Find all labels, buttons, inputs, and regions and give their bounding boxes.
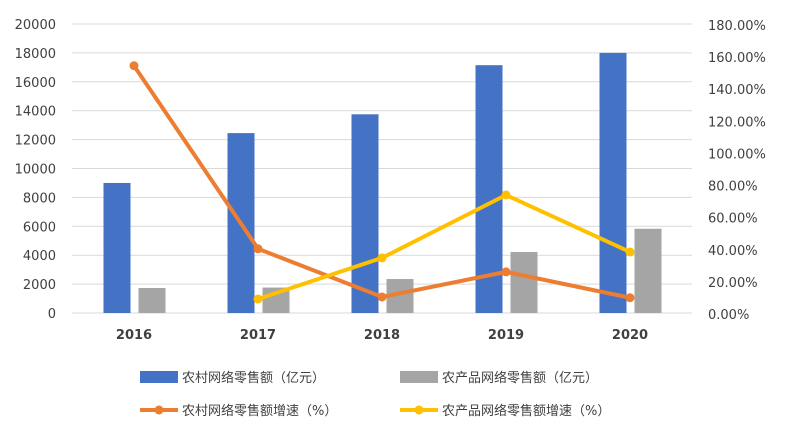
legend-label: 农产品网络零售额增速（%） [442,403,610,419]
bar-2019-1 [510,252,538,313]
y-left-tick-label: 16000 [15,76,56,91]
y-left-tick-label: 6000 [23,220,56,235]
bar-2016-0 [103,182,131,313]
y-left-tick-label: 12000 [15,134,56,149]
y-right-tick-label: 20.00% [708,276,758,291]
y-left-tick-label: 18000 [15,47,56,62]
y-right-tick-label: 60.00% [708,212,758,227]
line-point [501,190,511,200]
bar-2020-1 [634,228,662,313]
y-left-tick-label: 10000 [15,163,56,178]
legend-marker [414,405,424,415]
y-right-tick-label: 0.00% [708,308,749,323]
y-right-tick-label: 140.00% [708,83,766,98]
y-left-tick-label: 2000 [23,278,56,293]
y-left-tick-label: 14000 [15,105,56,120]
legend-swatch [140,371,178,383]
y-left-tick-label: 20000 [15,18,56,33]
legend-swatch [400,371,438,383]
y-left-tick-label: 0 [48,307,56,322]
y-right-tick-label: 120.00% [708,115,766,130]
line-series-1 [257,192,631,301]
y-right-tick-label: 100.00% [708,147,766,162]
line-point [377,253,387,263]
y-right-tick-label: 160.00% [708,51,766,66]
y-right-tick-label: 180.00% [708,19,766,34]
line-point [129,61,139,71]
line-series-0 [132,64,631,300]
legend-label: 农村网络零售额增速（%） [182,403,337,419]
legend-label: 农村网络零售额（亿元） [182,370,325,386]
line-point [625,247,635,257]
x-tick-label: 2016 [116,328,152,343]
legend-label: 农产品网络零售额（亿元） [442,370,598,386]
x-tick-label: 2019 [488,328,524,343]
x-tick-label: 2017 [240,328,276,343]
y-right-tick-label: 80.00% [708,180,758,195]
y-left-tick-label: 8000 [23,191,56,206]
line-point [253,244,263,254]
line-point [253,294,263,304]
line-point [501,267,511,277]
y-left-tick-label: 4000 [23,249,56,264]
line-point [625,293,635,303]
bar-2018-0 [351,114,379,313]
x-tick-label: 2018 [364,328,400,343]
bar-2020-0 [599,52,627,314]
line-point [377,292,387,302]
y-right-tick-label: 40.00% [708,244,758,259]
legend-marker [154,405,164,415]
x-tick-label: 2020 [612,328,648,343]
bar-2016-1 [138,288,166,313]
